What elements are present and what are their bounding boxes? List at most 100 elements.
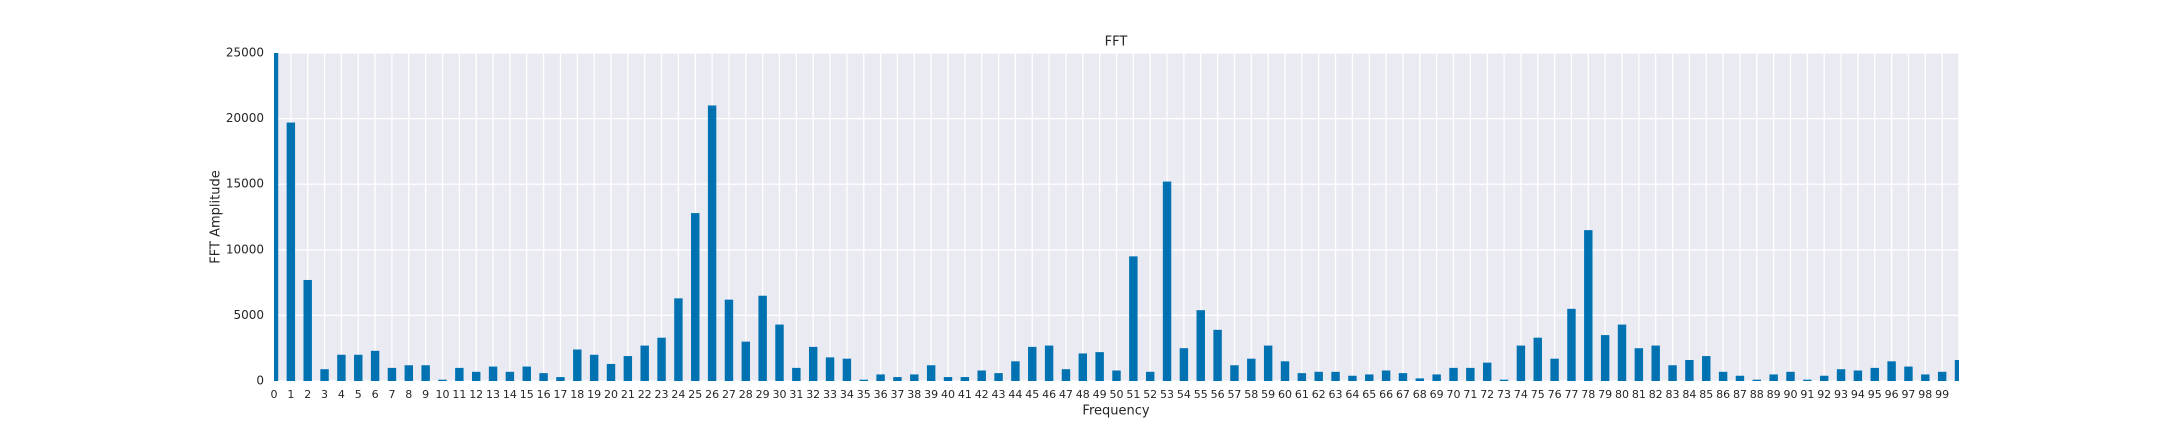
bar [1095,352,1104,381]
bar [488,366,498,381]
x-tick-label: 14 [503,388,517,401]
bar [1668,365,1677,381]
bar [1617,324,1627,381]
x-tick-label: 44 [1008,388,1022,401]
x-tick-label: 70 [1447,388,1461,401]
x-tick-label: 19 [587,388,601,401]
x-tick-label: 24 [671,388,685,401]
x-tick-label: 84 [1682,388,1696,401]
x-tick-label: 3 [321,388,328,401]
bar [1381,370,1391,381]
bar [1078,353,1088,381]
x-tick-label: 87 [1733,388,1747,401]
bar [1213,329,1222,381]
y-axis-label: FFT Amplitude [209,170,224,263]
x-tick-label: 39 [924,388,938,401]
bar [876,374,885,381]
x-tick-label: 48 [1076,388,1090,401]
bar [691,213,700,381]
bar [1533,337,1542,381]
x-tick-label: 28 [739,388,753,401]
x-tick-label: 38 [907,388,921,401]
x-tick-label: 72 [1480,388,1494,401]
x-tick-label: 99 [1935,388,1949,401]
bar [808,346,818,381]
x-tick-label: 49 [1093,388,1107,401]
bar [556,377,565,381]
y-tick-label: 0 [256,374,264,388]
x-tick-label: 61 [1295,388,1309,401]
bar [1145,371,1155,381]
bar [1314,371,1323,381]
x-tick-label: 51 [1126,388,1140,401]
x-tick-label: 46 [1042,388,1056,401]
bar [471,371,481,381]
bar [926,365,936,381]
x-tick-label: 33 [823,388,837,401]
bar [274,53,279,381]
bar [1365,374,1374,381]
bar [792,367,801,381]
x-tick-label: 97 [1901,388,1915,401]
x-tick-label: 45 [1025,388,1039,401]
x-tick-label: 42 [975,388,989,401]
y-tick-label: 15000 [226,177,264,191]
bar [775,324,784,381]
bar [1954,360,1959,381]
bar [741,341,751,381]
bar [573,349,582,381]
x-tick-label: 57 [1227,388,1241,401]
bar [1112,370,1121,381]
x-tick-label: 83 [1666,388,1680,401]
x-tick-label: 4 [338,388,345,401]
x-tick-label: 16 [537,388,551,401]
bar [1853,370,1863,381]
bar [1247,358,1256,381]
x-tick-label: 5 [355,388,362,401]
bar [825,357,835,381]
x-tick-label: 18 [570,388,584,401]
x-tick-label: 88 [1750,388,1764,401]
bar [1263,345,1273,381]
bar [1634,348,1644,381]
x-tick-label: 9 [422,388,429,401]
bar [1061,369,1071,381]
bar [994,373,1003,381]
x-tick-label: 96 [1885,388,1899,401]
bar [724,299,734,381]
bar [1904,366,1913,381]
bar [505,371,515,381]
bar [943,377,953,381]
x-tick-label: 56 [1211,388,1225,401]
bar [1044,345,1054,381]
bar [1651,345,1660,381]
x-tick-label: 6 [372,388,379,401]
bar [404,365,414,381]
x-tick-label: 85 [1699,388,1713,401]
bar [421,365,430,381]
x-tick-label: 59 [1261,388,1275,401]
y-tick-label: 20000 [226,111,264,125]
x-tick-label: 55 [1194,388,1208,401]
x-tick-label: 86 [1716,388,1730,401]
bar [1516,345,1526,381]
y-tick-label: 10000 [226,242,264,256]
x-tick-label: 64 [1345,388,1359,401]
bar [1921,374,1930,381]
x-tick-label: 82 [1649,388,1663,401]
bar [1449,367,1458,381]
bar [1600,335,1610,381]
x-tick-label: 41 [958,388,972,401]
x-tick-label: 94 [1851,388,1865,401]
bar [1398,373,1408,381]
x-tick-label: 29 [756,388,770,401]
bar [1196,310,1205,381]
x-tick-label: 54 [1177,388,1191,401]
x-tick-label: 66 [1379,388,1393,401]
bar [674,298,683,381]
x-tick-label: 2 [304,388,311,401]
x-tick-label: 68 [1413,388,1427,401]
x-tick-label: 89 [1767,388,1781,401]
x-tick-label: 69 [1430,388,1444,401]
